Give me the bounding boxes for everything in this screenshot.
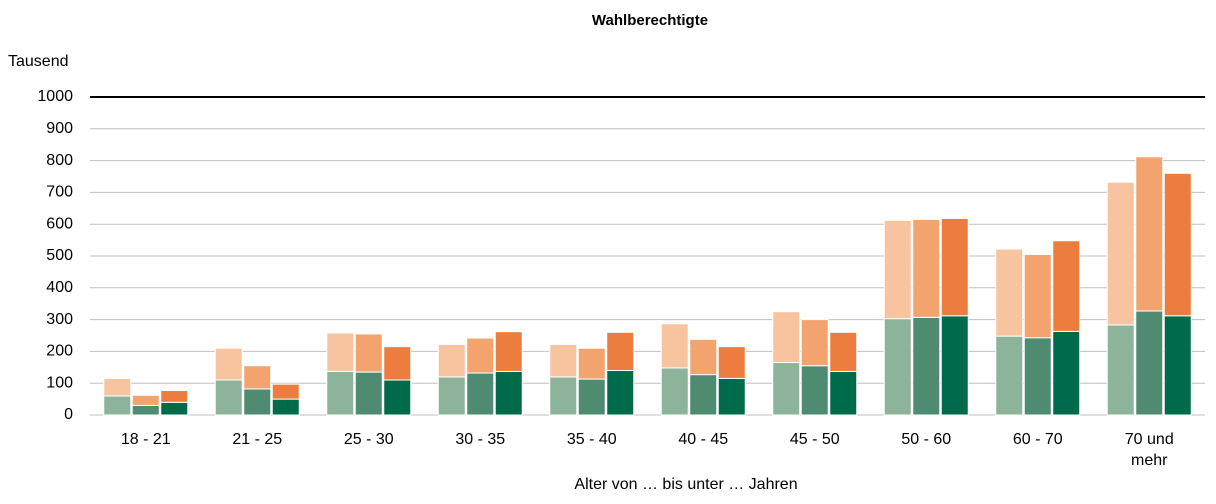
bar-segment: [800, 365, 829, 416]
bar-segment: [995, 335, 1024, 416]
y-tick-label: 0: [64, 406, 73, 423]
bar-segment: [103, 377, 132, 397]
bar-segment: [1023, 253, 1052, 339]
y-tick-label: 100: [46, 374, 73, 391]
bar-segment: [549, 343, 578, 378]
y-tick-label: 300: [46, 311, 73, 328]
bar-segment: [160, 390, 189, 403]
bar-segment: [383, 379, 412, 416]
bar-segment: [912, 218, 941, 318]
bar-segment: [606, 369, 635, 416]
bar-segment: [772, 362, 801, 416]
bar-segment: [995, 248, 1024, 337]
bar-segment: [660, 323, 689, 369]
bar-segment: [883, 318, 912, 416]
bar-segment: [577, 347, 606, 380]
bar-segment: [883, 219, 912, 320]
bar-segment: [717, 377, 746, 416]
bar-segment: [354, 371, 383, 416]
bar-segment: [1135, 156, 1164, 312]
bar-segment: [271, 383, 300, 400]
bar-segment: [717, 346, 746, 379]
bar-segment: [131, 404, 160, 416]
y-tick-label: 200: [46, 343, 73, 360]
x-tick-label: 70 und mehr: [1125, 431, 1174, 469]
bar-segment: [494, 331, 523, 372]
bar-segment: [494, 370, 523, 416]
bar-segment: [829, 331, 858, 372]
x-tick-label: 40 - 45: [678, 431, 728, 448]
x-tick-label: 30 - 35: [455, 431, 505, 448]
bar-segment: [214, 379, 243, 416]
bar-segment: [660, 367, 689, 416]
x-tick-label: 45 - 50: [790, 431, 840, 448]
bar-segment: [829, 370, 858, 416]
bar-segment: [437, 343, 466, 378]
bar-segment: [1163, 315, 1192, 416]
y-tick-label: 700: [46, 184, 73, 201]
x-tick-label: 60 - 70: [1013, 431, 1063, 448]
bar-segment: [243, 388, 272, 416]
bar-segment: [1052, 240, 1081, 332]
bar-segment: [549, 376, 578, 416]
y-tick-label: 600: [46, 215, 73, 232]
bar-segment: [466, 337, 495, 374]
bar-segment: [940, 217, 969, 317]
bar-segment: [383, 346, 412, 381]
y-tick-label: 400: [46, 279, 73, 296]
bar-segment: [940, 315, 969, 416]
x-tick-label: 35 - 40: [567, 431, 617, 448]
bar-segment: [1023, 337, 1052, 416]
x-tick-label: 25 - 30: [344, 431, 394, 448]
bar-segment: [466, 372, 495, 416]
bar-segment: [772, 311, 801, 364]
bar-segment: [214, 347, 243, 381]
y-tick-label: 500: [46, 247, 73, 264]
bar-segment: [354, 333, 383, 373]
x-tick-label: 18 - 21: [121, 431, 171, 448]
bar-segment: [800, 319, 829, 367]
chart-title: Wahlberechtigte: [592, 12, 708, 29]
bar-segment: [1163, 172, 1192, 317]
bar-segment: [243, 365, 272, 390]
y-axis-label: Tausend: [8, 53, 69, 70]
bar-segment: [131, 394, 160, 406]
y-tick-label: 900: [46, 120, 73, 137]
x-tick-label: 50 - 60: [901, 431, 951, 448]
bar-segment: [689, 338, 718, 376]
bar-segment: [689, 374, 718, 416]
bar-segment: [606, 331, 635, 371]
x-tick-label: 21 - 25: [232, 431, 282, 448]
bar-segment: [326, 370, 355, 416]
bar-segment: [1052, 330, 1081, 416]
y-tick-label: 800: [46, 152, 73, 169]
bar-segment: [577, 378, 606, 416]
bar-segment: [160, 401, 189, 416]
bar-segment: [271, 398, 300, 416]
bar-segment: [1135, 310, 1164, 416]
y-tick-label: 1000: [37, 88, 73, 105]
bar-segment: [1106, 181, 1135, 326]
bar-segment: [103, 395, 132, 416]
bar-segment: [437, 376, 466, 416]
bar-segment: [1106, 324, 1135, 416]
x-axis-label: Alter von … bis unter … Jahren: [574, 476, 797, 493]
bar-segment: [326, 332, 355, 372]
bar-segment: [912, 316, 941, 416]
